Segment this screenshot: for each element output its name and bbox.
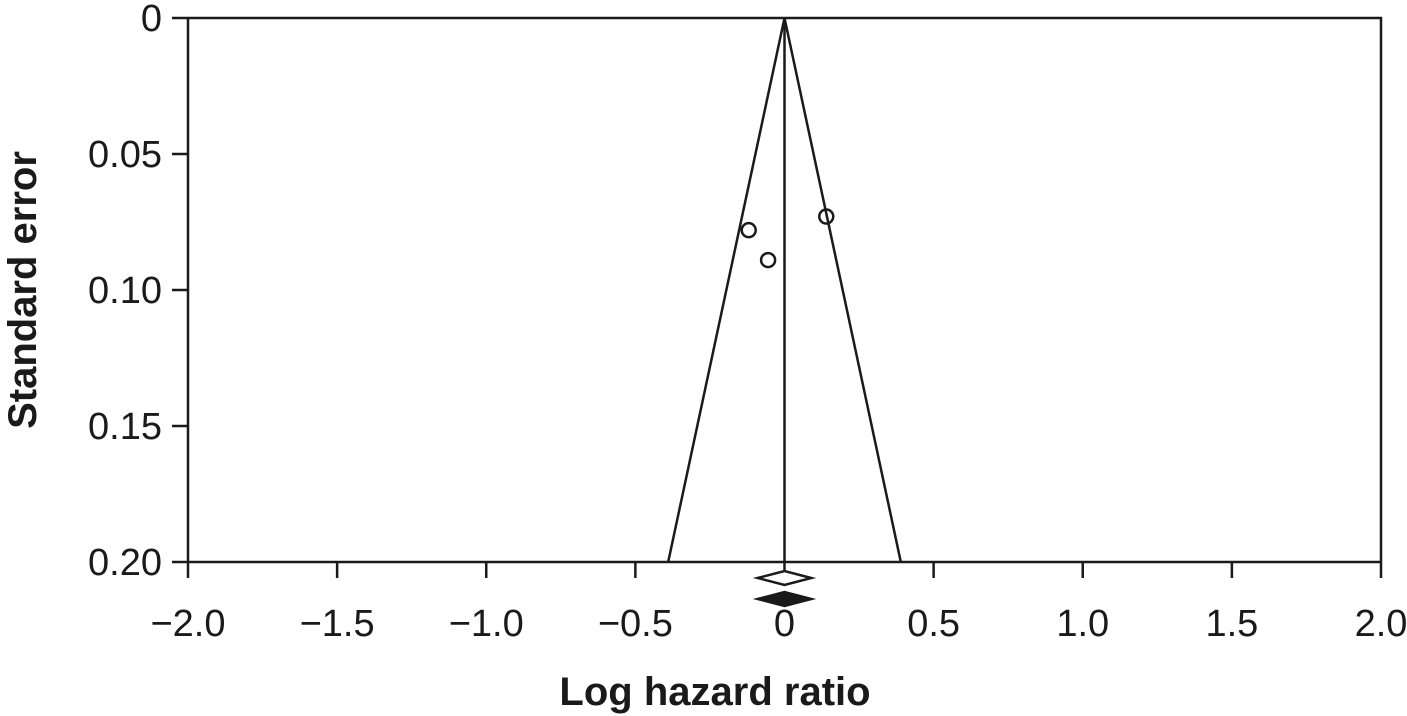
study-point bbox=[818, 208, 835, 225]
y-axis-label: Standard error bbox=[1, 151, 45, 429]
x-tick-label: −2.0 bbox=[150, 603, 225, 645]
y-tick-label: 0.15 bbox=[88, 406, 162, 448]
y-tick-label: 0 bbox=[141, 0, 162, 40]
x-tick-label: −1.5 bbox=[300, 603, 375, 645]
study-point bbox=[740, 221, 757, 239]
summary-diamond-filled bbox=[752, 590, 817, 608]
y-tick-label: 0.05 bbox=[88, 134, 162, 176]
funnel-right-line bbox=[783, 17, 903, 563]
x-tick-label: −0.5 bbox=[598, 603, 673, 645]
x-tick-label: 2.0 bbox=[1355, 603, 1407, 645]
x-tick-label: 0 bbox=[774, 603, 795, 645]
summary-diamond-open bbox=[752, 569, 817, 587]
y-tick-label: 0.10 bbox=[88, 270, 162, 312]
x-tick-label: −1.0 bbox=[449, 603, 524, 645]
x-axis-label: Log hazard ratio bbox=[559, 670, 870, 714]
x-tick-label: 1.5 bbox=[1205, 603, 1258, 645]
funnel-left-line bbox=[666, 17, 786, 563]
x-tick-label: 1.0 bbox=[1056, 603, 1109, 645]
y-tick-label: 0.20 bbox=[88, 542, 162, 584]
x-tick-label: 0.5 bbox=[907, 603, 960, 645]
study-point bbox=[759, 251, 777, 269]
